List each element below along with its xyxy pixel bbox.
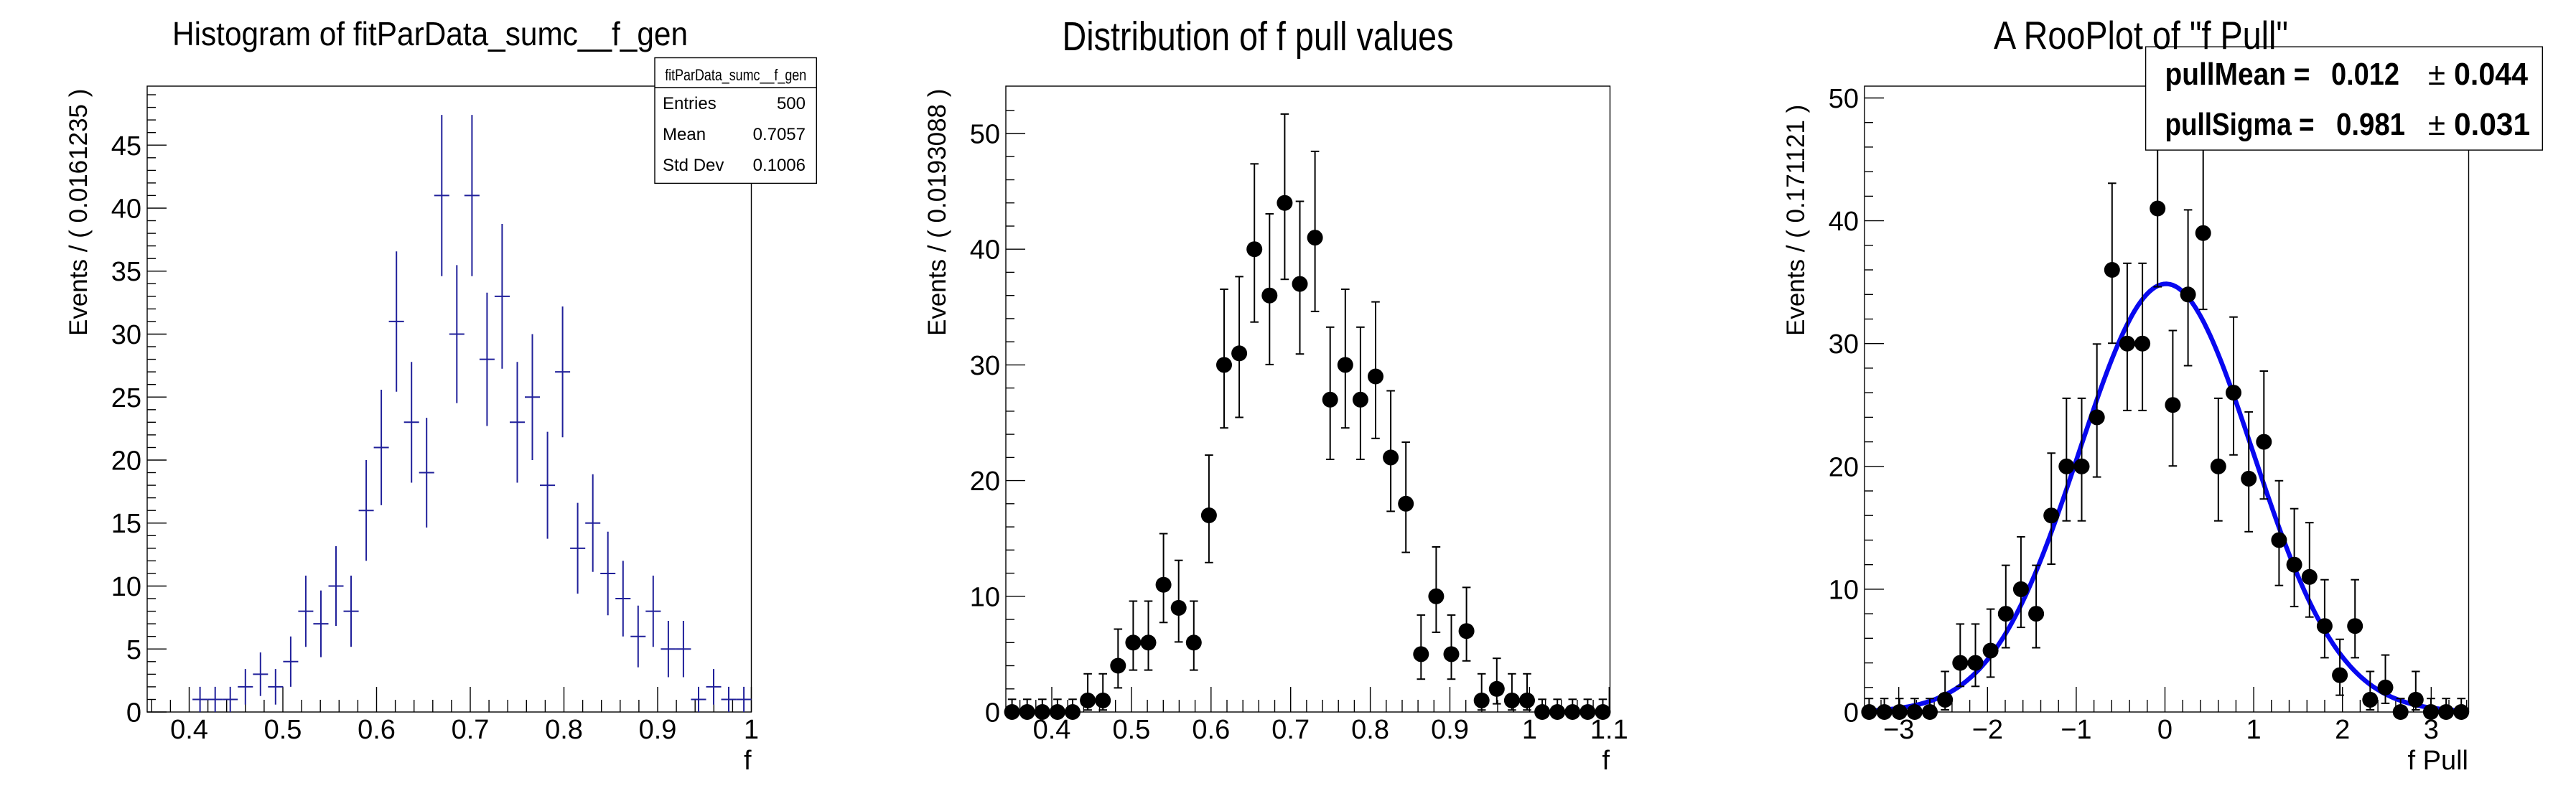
svg-text:20: 20	[1829, 452, 1859, 482]
svg-text:10: 10	[970, 582, 1000, 612]
svg-text:1: 1	[2246, 715, 2262, 745]
svg-text:−2: −2	[1972, 715, 2003, 745]
svg-text:pullSigma =: pullSigma =	[2165, 107, 2315, 142]
svg-text:0.044: 0.044	[2454, 57, 2528, 92]
svg-text:3: 3	[2424, 715, 2439, 745]
svg-text:50: 50	[1829, 84, 1859, 114]
svg-text:Std Dev: Std Dev	[663, 156, 724, 175]
svg-text:Events / ( 0.0161235 ): Events / ( 0.0161235 )	[65, 89, 93, 336]
svg-text:0.1006: 0.1006	[753, 156, 806, 175]
svg-text:40: 40	[1829, 207, 1859, 237]
svg-text:0.7: 0.7	[1271, 715, 1310, 745]
svg-text:0: 0	[985, 698, 1000, 729]
svg-text:±: ±	[2428, 57, 2445, 92]
svg-text:35: 35	[111, 257, 141, 287]
svg-text:f Pull: f Pull	[2408, 746, 2468, 776]
svg-text:500: 500	[777, 94, 806, 113]
svg-text:0.4: 0.4	[170, 715, 208, 745]
svg-text:1: 1	[1522, 715, 1537, 745]
svg-text:30: 30	[111, 320, 141, 350]
svg-text:0.8: 0.8	[545, 715, 583, 745]
svg-text:Events / ( 0.171121 ): Events / ( 0.171121 )	[1782, 105, 1810, 336]
svg-text:20: 20	[970, 467, 1000, 497]
svg-text:0.4: 0.4	[1033, 715, 1071, 745]
svg-text:0.9: 0.9	[1431, 715, 1469, 745]
svg-text:5: 5	[126, 635, 141, 665]
svg-text:2: 2	[2335, 715, 2350, 745]
svg-text:pullMean =: pullMean =	[2165, 57, 2310, 92]
svg-text:Mean: Mean	[663, 125, 706, 144]
svg-text:0: 0	[1844, 698, 1859, 729]
svg-text:0.7: 0.7	[452, 715, 490, 745]
svg-text:0.5: 0.5	[264, 715, 302, 745]
svg-text:50: 50	[970, 120, 1000, 150]
svg-text:1.1: 1.1	[1590, 715, 1628, 745]
svg-text:0.6: 0.6	[1192, 715, 1230, 745]
svg-text:30: 30	[1829, 329, 1859, 360]
svg-text:30: 30	[970, 351, 1000, 381]
svg-text:40: 40	[111, 195, 141, 225]
svg-text:10: 10	[1829, 575, 1859, 605]
svg-text:0.031: 0.031	[2454, 107, 2530, 142]
svg-text:A RooPlot of "f Pull": A RooPlot of "f Pull"	[1994, 13, 2288, 57]
svg-text:0: 0	[126, 698, 141, 729]
svg-text:0.981: 0.981	[2336, 107, 2405, 142]
svg-text:Events / ( 0.0193088 ): Events / ( 0.0193088 )	[923, 89, 951, 336]
svg-text:−1: −1	[2061, 715, 2091, 745]
svg-text:0: 0	[2157, 715, 2173, 745]
svg-text:20: 20	[111, 446, 141, 477]
svg-text:Histogram of fitParData_sumc__: Histogram of fitParData_sumc__f_gen	[172, 15, 688, 52]
svg-text:10: 10	[111, 572, 141, 602]
svg-text:fitParData_sumc__f_gen: fitParData_sumc__f_gen	[665, 66, 806, 84]
svg-text:0.6: 0.6	[358, 715, 396, 745]
svg-text:0.8: 0.8	[1351, 715, 1389, 745]
svg-text:15: 15	[111, 509, 141, 539]
svg-text:0.012: 0.012	[2331, 57, 2399, 92]
svg-text:0.7057: 0.7057	[753, 125, 806, 144]
svg-text:25: 25	[111, 383, 141, 413]
svg-text:Entries: Entries	[663, 94, 717, 113]
svg-text:f: f	[1602, 746, 1610, 776]
svg-text:Distribution of f pull values: Distribution of f pull values	[1063, 14, 1454, 60]
svg-text:1: 1	[744, 715, 759, 745]
svg-text:45: 45	[111, 131, 141, 161]
svg-text:±: ±	[2428, 107, 2445, 142]
svg-text:f: f	[744, 746, 752, 776]
svg-text:40: 40	[970, 235, 1000, 266]
svg-text:0.5: 0.5	[1112, 715, 1150, 745]
svg-text:0.9: 0.9	[639, 715, 677, 745]
svg-text:−3: −3	[1883, 715, 1914, 745]
